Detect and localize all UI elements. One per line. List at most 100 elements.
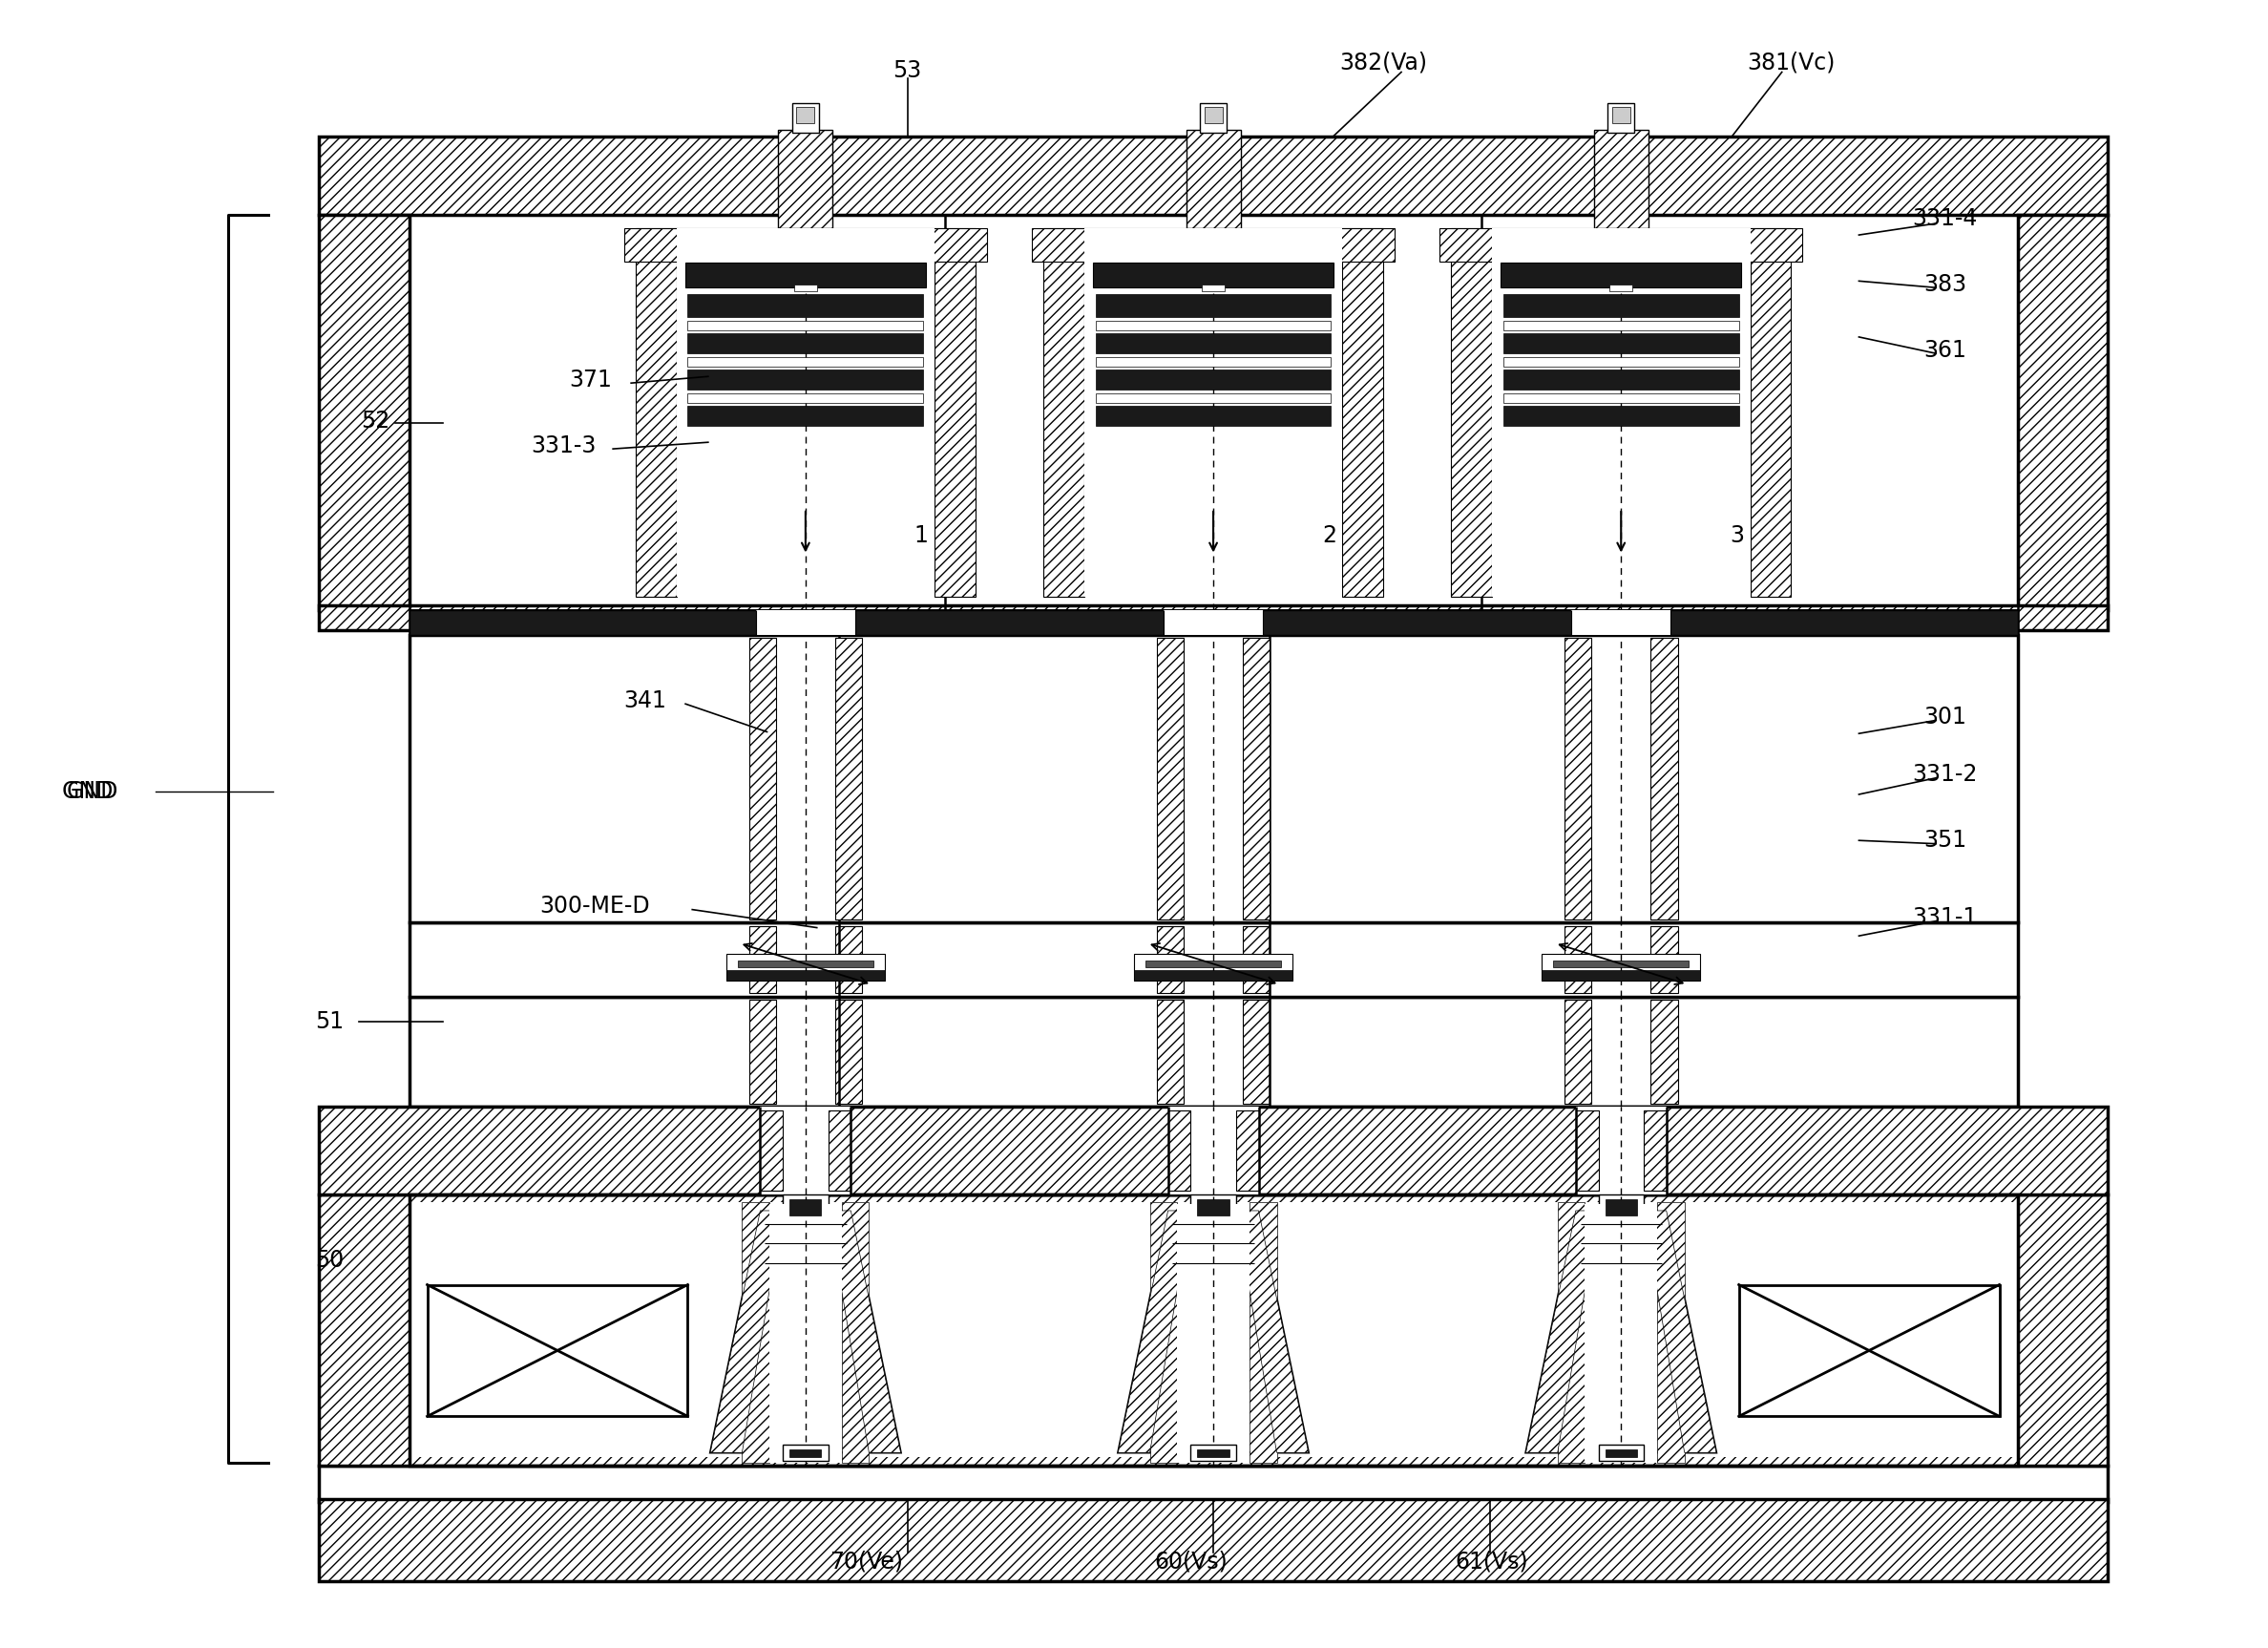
Text: 331-3: 331-3 <box>531 433 596 456</box>
Polygon shape <box>1644 1211 1717 1452</box>
Bar <box>748 926 776 994</box>
Text: 361: 361 <box>1923 339 1966 361</box>
Bar <box>796 107 814 124</box>
Polygon shape <box>1558 1203 1585 1462</box>
Text: 70(Ve): 70(Ve) <box>830 1549 903 1572</box>
Bar <box>1343 229 1383 597</box>
Bar <box>318 1195 2107 1465</box>
Bar <box>408 997 2019 1107</box>
Bar <box>1740 1285 2000 1416</box>
Bar <box>1043 229 1084 597</box>
Polygon shape <box>841 1203 869 1462</box>
Polygon shape <box>1658 1203 1685 1462</box>
Bar <box>1134 971 1293 981</box>
Bar <box>760 1111 782 1192</box>
Text: 3: 3 <box>1730 524 1744 547</box>
Bar <box>1599 1195 1644 1221</box>
Text: 50: 50 <box>315 1249 345 1272</box>
Text: 52: 52 <box>361 409 390 432</box>
Bar <box>1177 1205 1250 1462</box>
Bar <box>1243 926 1270 994</box>
Polygon shape <box>742 1203 769 1462</box>
Polygon shape <box>1526 1211 1717 1452</box>
Bar <box>1095 356 1331 366</box>
Bar <box>318 216 408 610</box>
Bar <box>318 1498 2107 1580</box>
Bar <box>1606 1200 1637 1216</box>
Bar <box>792 104 819 133</box>
Bar <box>426 1285 687 1416</box>
Bar <box>1606 1449 1637 1457</box>
Polygon shape <box>1150 1203 1177 1462</box>
Bar <box>1608 104 1635 133</box>
Bar <box>1168 1111 1191 1192</box>
Text: 61(Vs): 61(Vs) <box>1456 1549 1529 1572</box>
Bar <box>748 638 776 920</box>
Bar <box>1594 130 1649 229</box>
Text: 331-1: 331-1 <box>1912 906 1978 929</box>
Bar <box>1651 1000 1678 1104</box>
Bar <box>687 320 923 330</box>
Bar <box>1501 264 1742 288</box>
Bar <box>1504 320 1740 330</box>
Bar <box>1452 229 1492 597</box>
Bar <box>1095 295 1331 316</box>
Polygon shape <box>1236 1211 1309 1452</box>
Bar <box>1644 1111 1667 1192</box>
Bar <box>1145 961 1281 967</box>
Bar <box>1610 285 1633 292</box>
Bar <box>687 295 923 316</box>
Bar <box>828 1111 850 1192</box>
Bar <box>1095 392 1331 402</box>
Bar <box>835 638 862 920</box>
Bar <box>1751 229 1792 597</box>
Bar <box>1651 926 1678 994</box>
Text: 1: 1 <box>914 524 928 547</box>
Bar <box>1504 356 1740 366</box>
Bar <box>408 923 2019 997</box>
Bar <box>1542 954 1701 981</box>
Bar <box>769 1205 841 1462</box>
Bar <box>1095 320 1331 330</box>
Bar <box>1198 1200 1229 1216</box>
Bar <box>687 369 923 389</box>
Bar <box>1202 285 1225 292</box>
Text: 53: 53 <box>894 59 921 82</box>
Polygon shape <box>710 1211 782 1452</box>
Bar <box>1554 961 1690 967</box>
Bar <box>1198 1449 1229 1457</box>
Polygon shape <box>1250 1203 1277 1462</box>
Text: 381(Vc): 381(Vc) <box>1746 51 1835 74</box>
Bar <box>794 285 816 292</box>
Bar <box>1186 130 1241 229</box>
Bar <box>1576 1111 1599 1192</box>
Bar <box>1095 369 1331 389</box>
Bar <box>1095 405 1331 425</box>
Bar <box>408 1195 2019 1465</box>
Bar <box>835 926 862 994</box>
Text: GND: GND <box>61 780 113 803</box>
Bar <box>635 229 676 597</box>
Bar <box>1504 333 1740 353</box>
Bar <box>1504 392 1740 402</box>
Bar <box>624 229 987 262</box>
Bar <box>676 229 934 597</box>
Bar <box>318 1107 2107 1195</box>
Text: 301: 301 <box>1923 705 1966 728</box>
Text: 351: 351 <box>1923 829 1966 852</box>
Text: 300-ME-D: 300-ME-D <box>540 895 651 918</box>
Bar <box>1613 107 1631 124</box>
Bar <box>2019 216 2107 610</box>
Text: GND: GND <box>66 780 118 803</box>
Bar <box>1168 1107 1259 1195</box>
Bar <box>408 1203 2019 1457</box>
Bar <box>1191 1444 1236 1460</box>
Bar <box>1572 610 1672 634</box>
Bar <box>1084 229 1343 597</box>
Text: 382(Va): 382(Va) <box>1340 51 1427 74</box>
Polygon shape <box>710 1211 900 1452</box>
Bar <box>1651 638 1678 920</box>
Bar <box>1191 1195 1236 1221</box>
Text: 2: 2 <box>1322 524 1336 547</box>
Bar <box>1585 1205 1658 1462</box>
